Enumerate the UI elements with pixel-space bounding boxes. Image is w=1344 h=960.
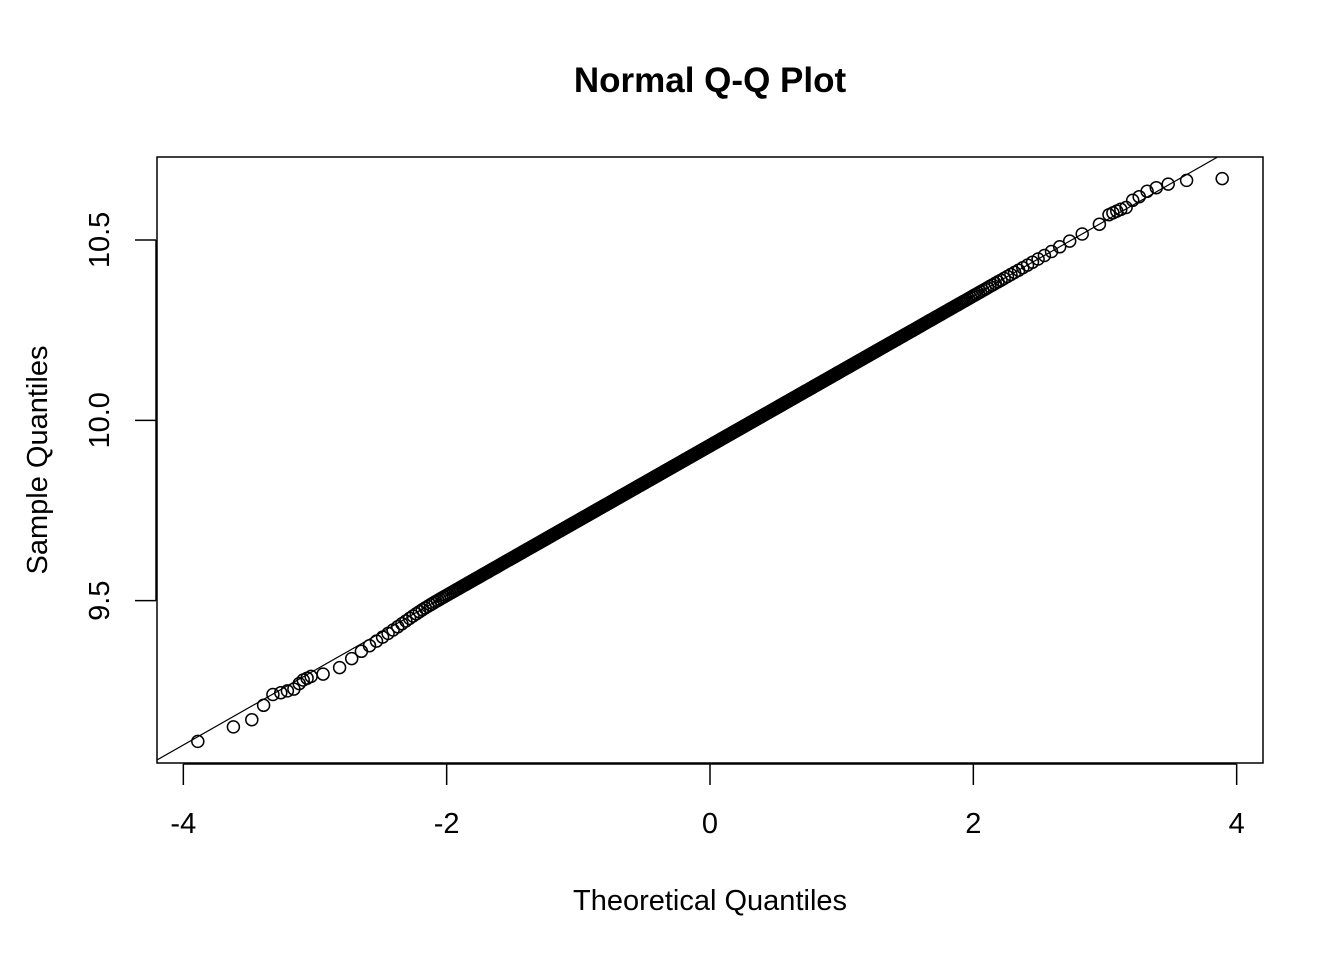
data-point [1037, 248, 1052, 263]
x-axis: -4 -2 0 2 4 [170, 763, 1245, 840]
data-point [316, 667, 330, 681]
data-point [332, 660, 347, 675]
data-point [399, 614, 413, 628]
data-point [226, 720, 241, 734]
points-layer [191, 171, 1229, 749]
data-point [266, 687, 280, 702]
x-tick-label: -2 [434, 808, 460, 840]
y-tick-label: 9.5 [84, 581, 116, 621]
x-tick-label: 0 [702, 808, 718, 840]
data-point [1215, 171, 1229, 186]
data-point [191, 734, 205, 749]
x-tick-label: -4 [170, 808, 196, 840]
y-tick-label: 10.0 [84, 392, 116, 448]
y-tick-label: 10.5 [84, 212, 116, 268]
data-point [1140, 184, 1154, 199]
data-point [1075, 227, 1089, 241]
plot-frame [156, 156, 1264, 764]
data-point [344, 651, 359, 666]
data-point [1114, 202, 1128, 217]
plot-area [156, 156, 1264, 764]
data-point [402, 611, 417, 626]
y-axis-label: Sample Quantiles [22, 346, 54, 575]
data-point [1125, 193, 1140, 208]
data-point [280, 684, 295, 698]
data-point [1092, 217, 1107, 231]
data-point [274, 685, 288, 700]
x-tick-label: 2 [965, 808, 981, 840]
data-point [354, 644, 369, 659]
data-point [1161, 177, 1175, 191]
data-point [1031, 252, 1045, 266]
data-point [362, 638, 377, 653]
data-point [1044, 244, 1059, 259]
data-point [994, 273, 1008, 287]
x-axis-label: Theoretical Quantiles [573, 885, 847, 917]
data-point [304, 669, 318, 684]
data-point [256, 698, 271, 713]
data-point [1062, 234, 1077, 248]
chart-title: Normal Q-Q Plot [574, 61, 847, 100]
data-point [1149, 180, 1164, 195]
y-axis: 9.5 10.0 10.5 [84, 212, 157, 621]
data-point [245, 712, 259, 727]
data-point [1179, 173, 1194, 188]
x-tick-label: 4 [1229, 808, 1245, 840]
data-point [1052, 240, 1067, 254]
